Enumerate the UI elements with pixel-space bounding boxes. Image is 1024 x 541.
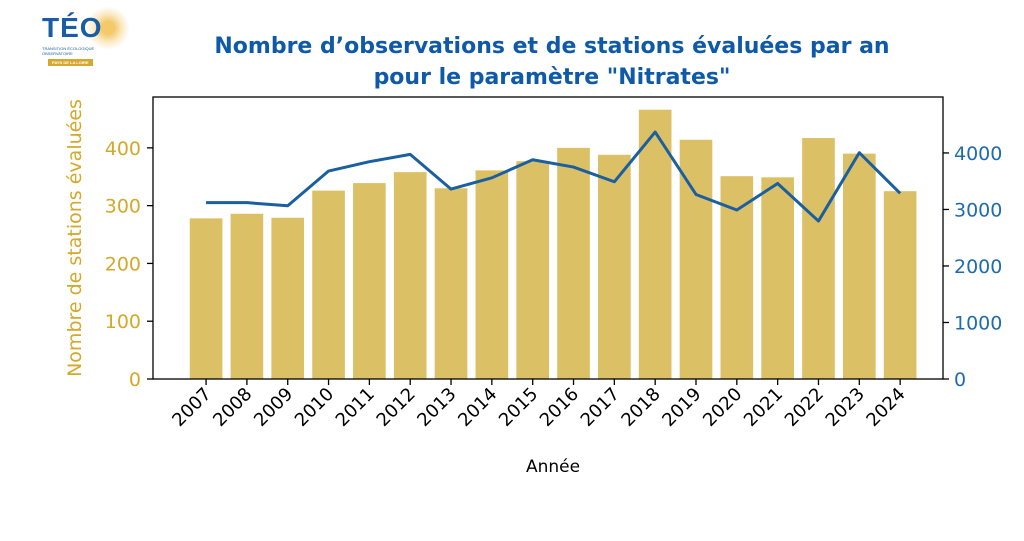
x-tick-label: 2016 bbox=[536, 384, 583, 431]
line-series-observations bbox=[206, 130, 902, 223]
y-left-tick-label: 0 bbox=[129, 369, 141, 391]
bar-2016 bbox=[557, 147, 590, 379]
logo-region: PAYS DE LA LOIRE bbox=[48, 59, 93, 66]
bar-2010 bbox=[312, 190, 345, 379]
y-left-tick-label: 100 bbox=[105, 311, 141, 333]
bar-2017 bbox=[598, 154, 631, 379]
y-right-tick-label: 1000 bbox=[954, 312, 1002, 334]
bar-2014 bbox=[475, 170, 509, 379]
x-tick-label: 2015 bbox=[495, 384, 542, 431]
bar-2015 bbox=[516, 161, 550, 379]
logo-sun-dots bbox=[86, 6, 130, 50]
bar-2023 bbox=[842, 153, 876, 379]
y-right-tick-label: 2000 bbox=[954, 256, 1002, 278]
x-tick-label: 2009 bbox=[250, 384, 297, 431]
x-tick-label: 2017 bbox=[577, 384, 624, 431]
x-tick-label: 2010 bbox=[291, 384, 338, 431]
x-tick-label: 2019 bbox=[658, 384, 705, 431]
x-tick-label: 2022 bbox=[781, 384, 828, 431]
x-tick-label: 2024 bbox=[862, 384, 909, 431]
bar-2011 bbox=[353, 183, 386, 379]
x-tick-label: 2020 bbox=[699, 384, 746, 431]
bar-2013 bbox=[434, 188, 468, 379]
y-right-tick-label: 4000 bbox=[954, 143, 1002, 165]
bar-2024 bbox=[883, 191, 917, 379]
x-tick-label: 2014 bbox=[454, 384, 501, 431]
y-left-tick-label: 300 bbox=[105, 196, 141, 218]
teo-logo: TÉO TRANSITION ÉCOLOGIQUE OBSERVATOIRE P… bbox=[36, 6, 130, 68]
bar-2008 bbox=[230, 213, 264, 379]
x-axis-label: Année bbox=[526, 457, 580, 477]
bar-2021 bbox=[761, 177, 794, 379]
x-tick-label: 2023 bbox=[822, 384, 869, 431]
x-tick-label: 2021 bbox=[740, 384, 787, 431]
bar-2018 bbox=[638, 109, 672, 380]
x-tick-label: 2011 bbox=[332, 384, 379, 431]
y-right-tick-label: 0 bbox=[954, 369, 966, 391]
bar-2009 bbox=[271, 217, 305, 379]
y-axis-left-label: Nombre de stations évaluées bbox=[64, 99, 86, 377]
x-tick-label: 2018 bbox=[617, 384, 664, 431]
bar-2012 bbox=[393, 172, 427, 379]
x-tick-label: 2013 bbox=[413, 384, 460, 431]
x-tick-label: 2007 bbox=[168, 384, 215, 431]
y-right-tick-label: 3000 bbox=[954, 199, 1002, 221]
x-tick-label: 2012 bbox=[373, 384, 420, 431]
logo-subtitle: TRANSITION ÉCOLOGIQUE OBSERVATOIRE bbox=[42, 46, 95, 56]
chart-title-line-1: Nombre d’observations et de stations éva… bbox=[214, 34, 889, 59]
y-left-tick-label: 400 bbox=[105, 138, 141, 160]
chart-title-line-2: pour le paramètre "Nitrates" bbox=[374, 65, 731, 90]
bar-2022 bbox=[802, 138, 835, 379]
y-left-tick-label: 200 bbox=[105, 253, 141, 275]
x-tick-label: 2008 bbox=[209, 384, 256, 431]
plot-frame bbox=[152, 96, 944, 380]
bar-2007 bbox=[189, 218, 223, 379]
logo-text: TÉO bbox=[42, 12, 103, 43]
